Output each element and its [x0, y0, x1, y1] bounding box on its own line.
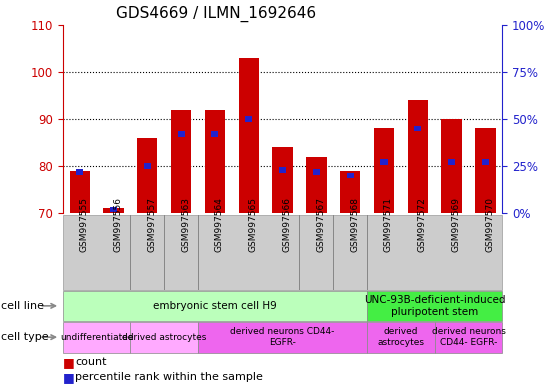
Bar: [137, 138, 157, 213]
Text: count: count: [75, 358, 107, 367]
Bar: [442, 119, 462, 213]
Bar: [76, 169, 83, 175]
Text: GSM997572: GSM997572: [418, 198, 427, 253]
Bar: [313, 169, 320, 175]
Bar: [239, 58, 259, 213]
Bar: [347, 173, 354, 178]
Bar: [205, 110, 225, 213]
Text: GSM997565: GSM997565: [249, 197, 258, 253]
Text: embryonic stem cell H9: embryonic stem cell H9: [153, 301, 277, 311]
Text: derived astrocytes: derived astrocytes: [122, 333, 206, 342]
Text: ■: ■: [63, 356, 75, 369]
Text: GSM997557: GSM997557: [147, 197, 156, 253]
Text: GSM997566: GSM997566: [283, 197, 292, 253]
Bar: [110, 207, 117, 212]
Text: GSM997564: GSM997564: [215, 198, 224, 253]
Bar: [340, 171, 360, 213]
Text: GSM997570: GSM997570: [485, 197, 495, 253]
Text: GSM997563: GSM997563: [181, 197, 190, 253]
Bar: [245, 116, 252, 122]
Bar: [103, 209, 123, 213]
Text: GDS4669 / ILMN_1692646: GDS4669 / ILMN_1692646: [116, 6, 316, 22]
Text: percentile rank within the sample: percentile rank within the sample: [75, 372, 263, 382]
Text: GSM997556: GSM997556: [114, 197, 122, 253]
Bar: [272, 147, 293, 213]
Text: cell type: cell type: [1, 332, 49, 342]
Bar: [408, 100, 428, 213]
Bar: [414, 126, 422, 131]
Bar: [144, 163, 151, 169]
Bar: [306, 157, 327, 213]
Bar: [475, 128, 496, 213]
Text: GSM997567: GSM997567: [316, 197, 325, 253]
Bar: [69, 171, 90, 213]
Bar: [211, 131, 218, 137]
Bar: [381, 159, 388, 165]
Bar: [171, 110, 191, 213]
Text: derived neurons CD44-
EGFR-: derived neurons CD44- EGFR-: [230, 328, 335, 347]
Text: ■: ■: [63, 371, 75, 384]
Bar: [482, 159, 489, 165]
Bar: [374, 128, 394, 213]
Bar: [448, 159, 455, 165]
Text: derived
astrocytes: derived astrocytes: [377, 328, 424, 347]
Text: cell line: cell line: [1, 301, 44, 311]
Text: UNC-93B-deficient-induced
pluripotent stem: UNC-93B-deficient-induced pluripotent st…: [364, 295, 506, 317]
Bar: [177, 131, 185, 137]
Text: derived neurons
CD44- EGFR-: derived neurons CD44- EGFR-: [431, 328, 506, 347]
Text: undifferentiated: undifferentiated: [60, 333, 133, 342]
Text: GSM997571: GSM997571: [384, 197, 393, 253]
Bar: [279, 167, 286, 173]
Text: GSM997568: GSM997568: [350, 197, 359, 253]
Text: GSM997555: GSM997555: [80, 197, 88, 253]
Text: GSM997569: GSM997569: [452, 197, 461, 253]
